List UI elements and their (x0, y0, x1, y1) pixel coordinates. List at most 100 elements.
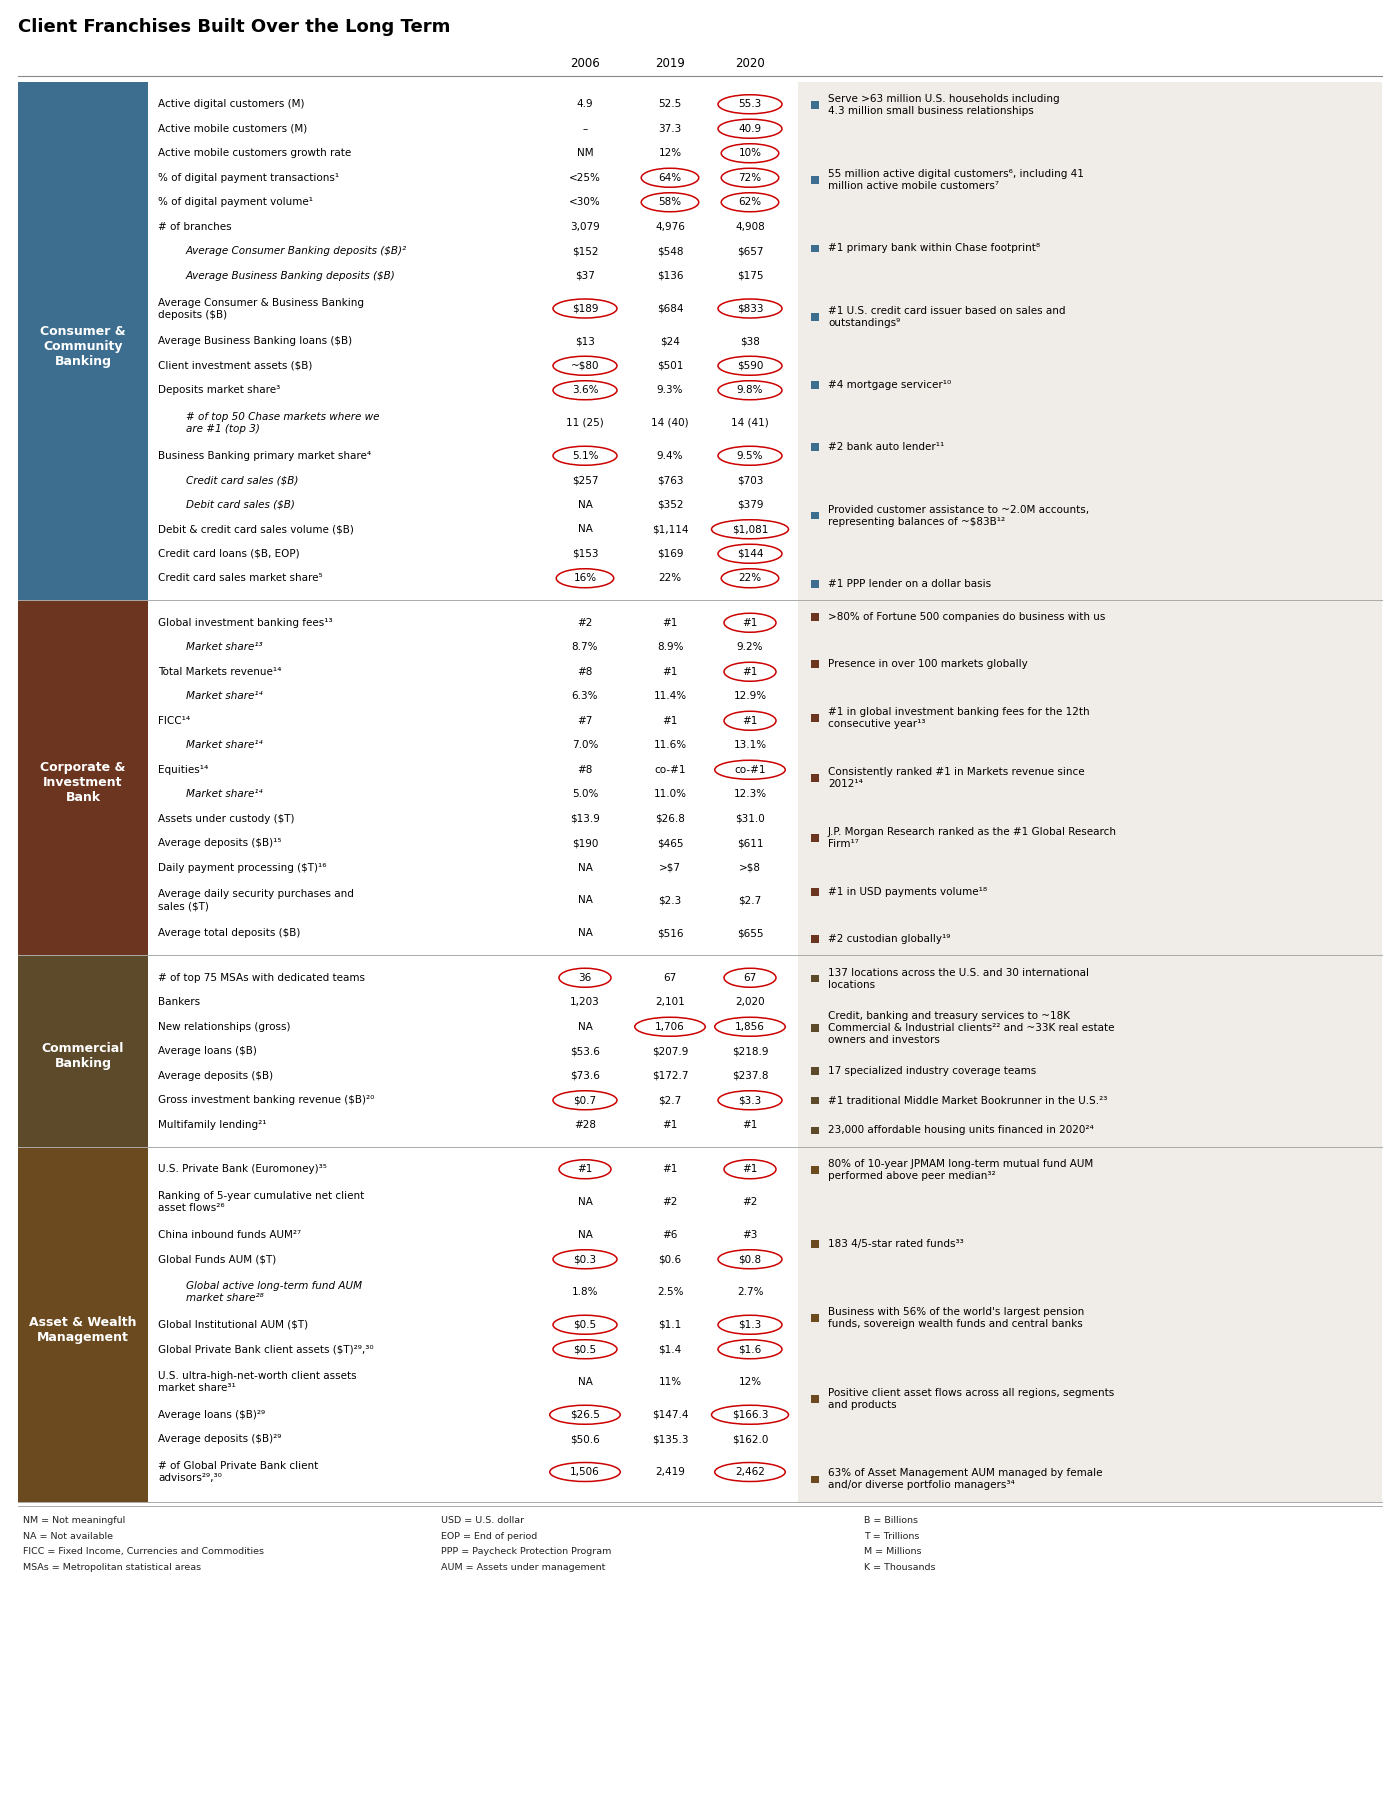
Text: 23,000 affordable housing units financed in 2020²⁴: 23,000 affordable housing units financed… (827, 1126, 1093, 1135)
Text: ~$80: ~$80 (571, 360, 599, 371)
Text: 40.9: 40.9 (738, 124, 762, 135)
Text: $0.8: $0.8 (738, 1255, 762, 1264)
Text: B = Billions: B = Billions (864, 1517, 917, 1526)
Text: Bankers: Bankers (158, 997, 200, 1008)
Text: #1 primary bank within Chase footprint⁸: #1 primary bank within Chase footprint⁸ (827, 244, 1040, 253)
Text: #1: #1 (742, 715, 757, 726)
Text: 137 locations across the U.S. and 30 international
locations: 137 locations across the U.S. and 30 int… (827, 968, 1089, 990)
Text: #1: #1 (742, 1121, 757, 1130)
Text: 3,079: 3,079 (570, 222, 599, 231)
Text: % of digital payment transactions¹: % of digital payment transactions¹ (158, 173, 339, 182)
Text: 9.3%: 9.3% (657, 386, 683, 395)
Text: $611: $611 (736, 839, 763, 848)
Text: # of Global Private Bank client
advisors²⁹,³⁰: # of Global Private Bank client advisors… (158, 1461, 318, 1482)
Text: # of branches: # of branches (158, 222, 231, 231)
Text: #1 in global investment banking fees for the 12th
consecutive year¹³: #1 in global investment banking fees for… (827, 708, 1089, 729)
FancyBboxPatch shape (811, 1166, 819, 1173)
FancyBboxPatch shape (811, 1024, 819, 1031)
Text: NA: NA (578, 524, 592, 535)
Text: USD = U.S. dollar: USD = U.S. dollar (441, 1517, 524, 1526)
Text: FICC = Fixed Income, Currencies and Commodities: FICC = Fixed Income, Currencies and Comm… (22, 1548, 265, 1557)
Text: $0.5: $0.5 (574, 1344, 596, 1355)
Text: <30%: <30% (570, 196, 601, 207)
Text: MSAs = Metropolitan statistical areas: MSAs = Metropolitan statistical areas (22, 1563, 202, 1572)
Text: 14 (41): 14 (41) (731, 418, 769, 427)
Text: $0.7: $0.7 (574, 1095, 596, 1106)
Text: NA: NA (578, 500, 592, 509)
FancyBboxPatch shape (18, 955, 148, 1148)
Text: >$7: >$7 (659, 862, 680, 873)
Text: 1,856: 1,856 (735, 1022, 764, 1031)
Text: NA = Not available: NA = Not available (22, 1532, 113, 1541)
Text: 2,101: 2,101 (655, 997, 685, 1008)
Text: 9.5%: 9.5% (736, 451, 763, 460)
Text: Average deposits ($B)²⁹: Average deposits ($B)²⁹ (158, 1433, 281, 1444)
Text: 11.6%: 11.6% (654, 740, 686, 749)
Text: 1,706: 1,706 (655, 1022, 685, 1031)
FancyBboxPatch shape (811, 775, 819, 782)
Text: U.S. Private Bank (Euromoney)³⁵: U.S. Private Bank (Euromoney)³⁵ (158, 1164, 326, 1175)
Text: Positive client asset flows across all regions, segments
and products: Positive client asset flows across all r… (827, 1388, 1114, 1410)
Text: $684: $684 (657, 304, 683, 313)
FancyBboxPatch shape (798, 82, 1382, 600)
Text: #2 custodian globally¹⁹: #2 custodian globally¹⁹ (827, 933, 951, 944)
Text: 63% of Asset Management AUM managed by female
and/or diverse portfolio managers³: 63% of Asset Management AUM managed by f… (827, 1468, 1103, 1490)
Text: 37.3: 37.3 (658, 124, 682, 135)
Text: $172.7: $172.7 (652, 1071, 689, 1080)
Text: EOP = End of period: EOP = End of period (441, 1532, 538, 1541)
FancyBboxPatch shape (811, 1126, 819, 1135)
Text: $175: $175 (736, 271, 763, 280)
Text: 72%: 72% (738, 173, 762, 182)
Text: Ranking of 5-year cumulative net client
asset flows²⁶: Ranking of 5-year cumulative net client … (158, 1191, 364, 1213)
FancyBboxPatch shape (811, 1068, 819, 1075)
Text: 5.0%: 5.0% (571, 789, 598, 799)
Text: Global active long-term fund AUM
market share²⁸: Global active long-term fund AUM market … (186, 1281, 363, 1302)
Text: $352: $352 (657, 500, 683, 509)
Text: $26.8: $26.8 (655, 813, 685, 824)
FancyBboxPatch shape (798, 600, 1382, 955)
Text: $135.3: $135.3 (652, 1433, 689, 1444)
Text: $655: $655 (736, 928, 763, 939)
Text: Average total deposits ($B): Average total deposits ($B) (158, 928, 301, 939)
Text: $763: $763 (657, 475, 683, 486)
Text: % of digital payment volume¹: % of digital payment volume¹ (158, 196, 314, 207)
Text: NA: NA (578, 1197, 592, 1208)
Text: $13.9: $13.9 (570, 813, 601, 824)
Text: K = Thousands: K = Thousands (864, 1563, 935, 1572)
Text: J.P. Morgan Research ranked as the #1 Global Research
Firm¹⁷: J.P. Morgan Research ranked as the #1 Gl… (827, 828, 1117, 849)
Text: Market share¹⁴: Market share¹⁴ (186, 789, 263, 799)
Text: NA: NA (578, 1022, 592, 1031)
Text: FICC¹⁴: FICC¹⁴ (158, 715, 190, 726)
Text: Client investment assets ($B): Client investment assets ($B) (158, 360, 312, 371)
Text: #28: #28 (574, 1121, 596, 1130)
Text: Client Franchises Built Over the Long Term: Client Franchises Built Over the Long Te… (18, 18, 451, 36)
Text: #1: #1 (742, 668, 757, 677)
Text: Credit, banking and treasury services to ~18K
Commercial & Industrial clients²² : Credit, banking and treasury services to… (827, 1011, 1114, 1044)
Text: 9.4%: 9.4% (657, 451, 683, 460)
Text: #6: #6 (662, 1230, 678, 1241)
FancyBboxPatch shape (811, 102, 819, 109)
Text: 55 million active digital customers⁶, including 41
million active mobile custome: 55 million active digital customers⁶, in… (827, 169, 1084, 191)
Text: 4,976: 4,976 (655, 222, 685, 231)
Text: $218.9: $218.9 (732, 1046, 769, 1057)
Text: $136: $136 (657, 271, 683, 280)
Text: Debit card sales ($B): Debit card sales ($B) (186, 500, 295, 509)
Text: $207.9: $207.9 (652, 1046, 689, 1057)
Text: 12%: 12% (738, 1377, 762, 1388)
Text: Market share¹⁴: Market share¹⁴ (186, 740, 263, 749)
Text: $1.1: $1.1 (658, 1321, 682, 1330)
Text: $703: $703 (736, 475, 763, 486)
FancyBboxPatch shape (811, 313, 819, 320)
Text: #7: #7 (577, 715, 592, 726)
Text: # of top 50 Chase markets where we
are #1 (top 3): # of top 50 Chase markets where we are #… (186, 411, 379, 435)
Text: #1: #1 (662, 1121, 678, 1130)
Text: #1: #1 (662, 668, 678, 677)
Text: 2.7%: 2.7% (736, 1288, 763, 1297)
Text: Gross investment banking revenue ($B)²⁰: Gross investment banking revenue ($B)²⁰ (158, 1095, 374, 1106)
Text: #1: #1 (742, 618, 757, 628)
Text: 2,462: 2,462 (735, 1466, 764, 1477)
Text: <25%: <25% (568, 173, 601, 182)
Text: $169: $169 (657, 549, 683, 558)
Text: #2: #2 (742, 1197, 757, 1208)
FancyBboxPatch shape (811, 176, 819, 184)
